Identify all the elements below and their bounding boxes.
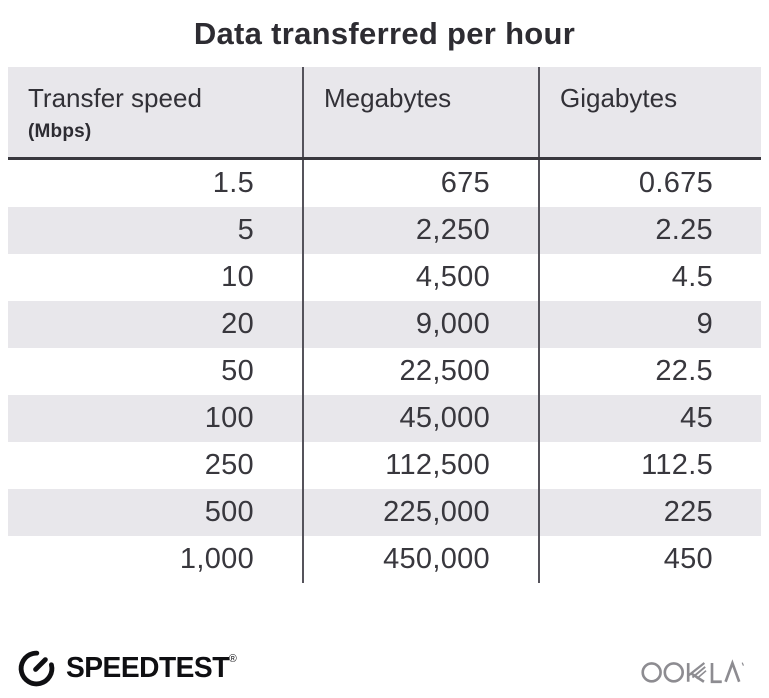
cell-megabytes: 675 (302, 158, 539, 207)
cell-gigabytes: 2.25 (538, 207, 761, 254)
cell-megabytes: 2,250 (302, 207, 539, 254)
cell-speed: 500 (204, 496, 254, 528)
cell-gigabytes: 450 (538, 536, 761, 583)
table-row: 5 2,250 2.25 (8, 207, 761, 254)
cell-speed: 1,000 (179, 543, 254, 575)
column-header-megabytes: Megabytes (302, 67, 539, 160)
cell-gigabytes: 9 (538, 301, 761, 348)
header-row: Transfer speed (Mbps) Megabytes Gigabyte… (8, 67, 761, 160)
ookla-letter-lambda (724, 658, 741, 682)
cell-gigabytes: 45 (538, 395, 761, 442)
table-row: 250 112,500 112.5 (8, 442, 761, 489)
table-row: 500 225,000 225 (8, 489, 761, 536)
column-header-sublabel: (Mbps) (28, 121, 92, 142)
cell-gigabytes: 22.5 (538, 348, 761, 395)
cell-megabytes: 112,500 (302, 442, 539, 489)
column-header-gigabytes: Gigabytes (538, 67, 761, 160)
ookla-letter-l (710, 662, 722, 683)
cell-gigabytes: 0.675 (538, 158, 761, 207)
footer: SPEEDTEST® (16, 648, 751, 689)
cell-gigabytes: 225 (538, 489, 761, 536)
cell-speed: 20 (221, 308, 254, 340)
cell-speed: 250 (204, 449, 254, 481)
page-title: Data transferred per hour (193, 16, 576, 51)
registered-mark: ® (228, 653, 237, 665)
ookla-letter-o2 (663, 661, 684, 683)
ookla-tm-mark (741, 661, 744, 666)
cell-megabytes: 9,000 (302, 301, 539, 348)
ookla-wordmark (639, 652, 751, 686)
cell-megabytes: 225,000 (302, 489, 539, 536)
cell-speed: 10 (221, 261, 254, 293)
table-row: 50 22,500 22.5 (8, 348, 761, 395)
data-table: Transfer speed (Mbps) Megabytes Gigabyte… (8, 67, 761, 583)
table-row: 10 4,500 4.5 (8, 254, 761, 301)
cell-megabytes: 22,500 (302, 348, 539, 395)
cell-speed: 5 (237, 214, 254, 246)
cell-gigabytes: 4.5 (538, 254, 761, 301)
table-row: 1,000 450,000 450 (8, 536, 761, 583)
cell-speed: 1.5 (212, 167, 254, 199)
speedtest-gauge-icon (16, 648, 57, 689)
speedtest-wordmark: SPEEDTEST® (66, 652, 237, 684)
ookla-letter-o1 (641, 661, 662, 683)
cell-speed: 100 (204, 402, 254, 434)
speedtest-logo: SPEEDTEST® (16, 648, 242, 689)
cell-gigabytes: 112.5 (538, 442, 761, 489)
column-header-transfer-speed: Transfer speed (Mbps) (8, 67, 303, 160)
cell-megabytes: 4,500 (302, 254, 539, 301)
cell-speed: 50 (221, 355, 254, 387)
table-row: 20 9,000 9 (8, 301, 761, 348)
table-row: 1.5 675 0.675 (8, 158, 761, 207)
cell-megabytes: 450,000 (302, 536, 539, 583)
table-row: 100 45,000 45 (8, 395, 761, 442)
cell-megabytes: 45,000 (302, 395, 539, 442)
column-header-label: Transfer speed (28, 83, 202, 113)
